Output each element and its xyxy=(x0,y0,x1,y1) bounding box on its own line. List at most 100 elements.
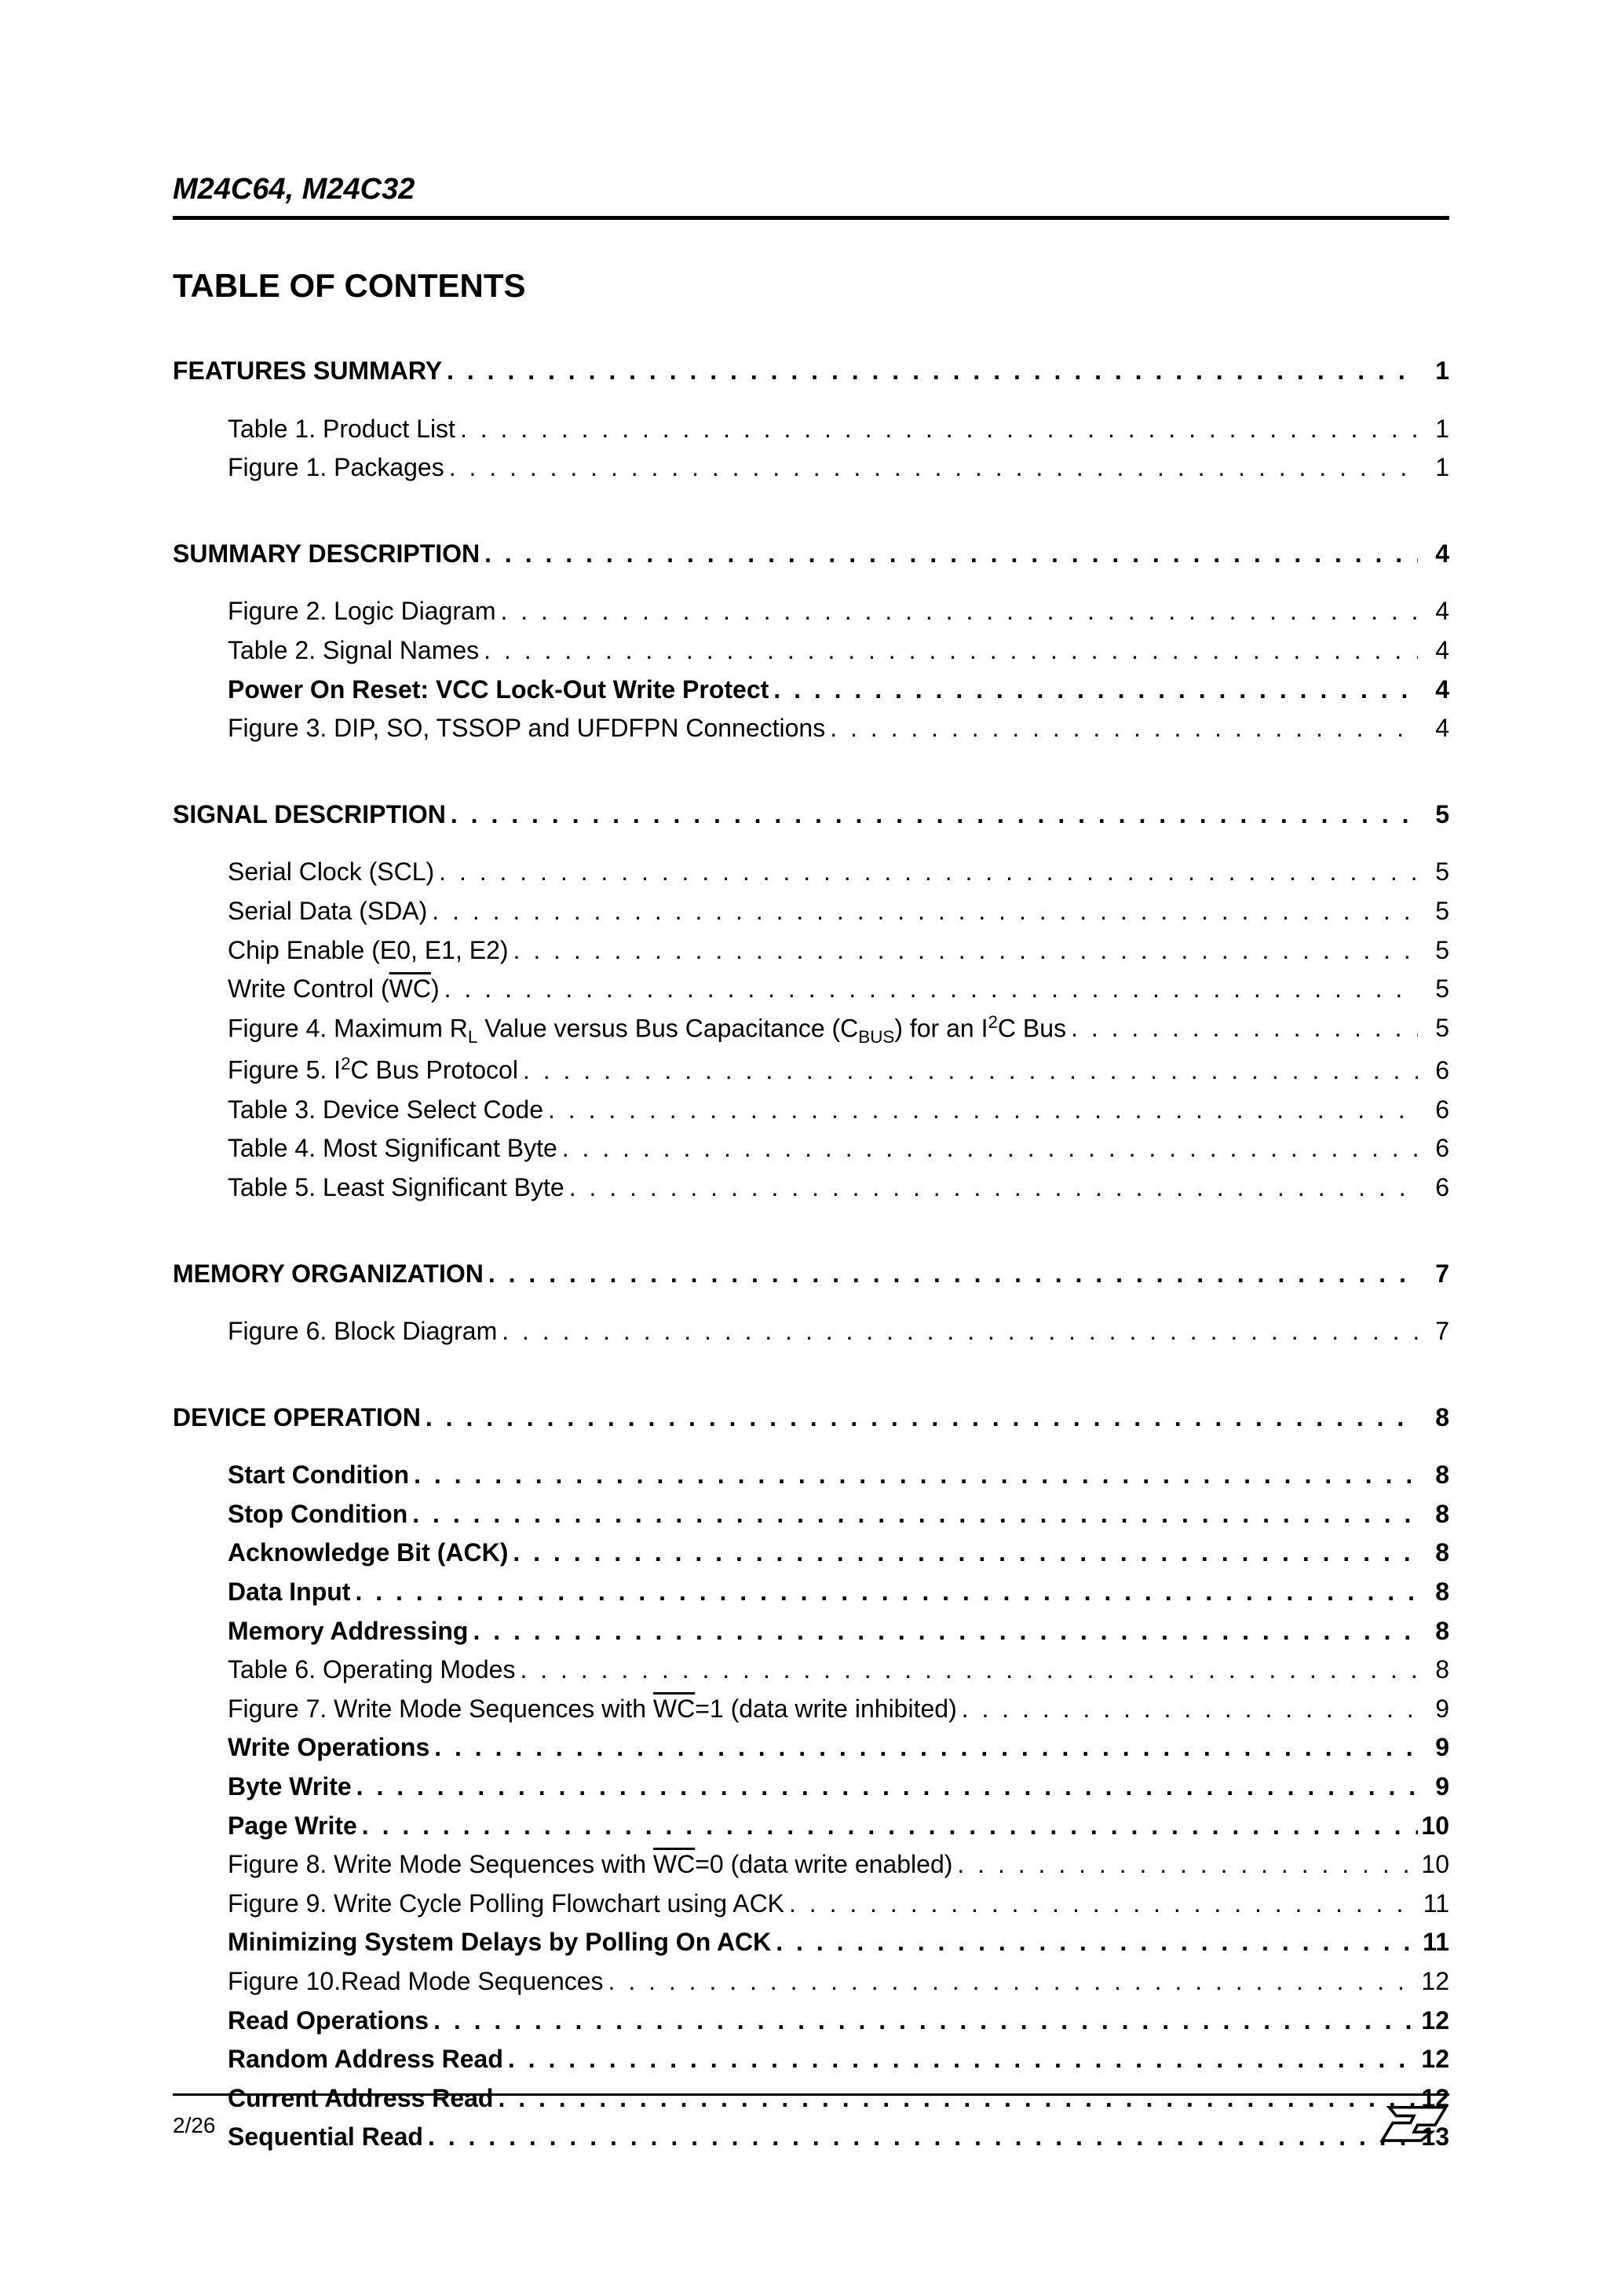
toc-page: 8 xyxy=(1418,1651,1449,1690)
toc-page: 1 xyxy=(1418,352,1449,391)
toc-page: 7 xyxy=(1418,1312,1449,1351)
page-number: 2/26 xyxy=(173,2113,216,2138)
toc-entry: Table 4. Most Significant Byte6 xyxy=(228,1129,1449,1168)
toc-page: 12 xyxy=(1418,2040,1449,2079)
toc-section: FEATURES SUMMARY1Table 1. Product List1F… xyxy=(173,352,1449,488)
toc-page: 6 xyxy=(1418,1129,1449,1168)
toc-section-title: SUMMARY DESCRIPTION4 xyxy=(173,535,1449,574)
toc-label: Figure 1. Packages xyxy=(228,448,444,488)
toc-page: 6 xyxy=(1418,1091,1449,1130)
toc-label: Figure 8. Write Mode Sequences with WC=0… xyxy=(228,1845,952,1885)
toc-label: Figure 2. Logic Diagram xyxy=(228,592,495,631)
toc-page: 4 xyxy=(1418,631,1449,671)
toc-page: 5 xyxy=(1418,892,1449,931)
toc-page: 4 xyxy=(1418,709,1449,748)
toc-leader-dots xyxy=(604,1962,1418,2002)
toc-leader-dots xyxy=(557,1129,1418,1168)
toc-label: Table 2. Signal Names xyxy=(228,631,479,671)
toc-leader-dots xyxy=(784,1885,1418,1924)
toc-entry: Figure 7. Write Mode Sequences with WC=1… xyxy=(228,1690,1449,1729)
toc-leader-dots xyxy=(518,1051,1418,1091)
toc-page: 8 xyxy=(1418,1612,1449,1651)
toc-page: 4 xyxy=(1418,592,1449,631)
table-of-contents: FEATURES SUMMARY1Table 1. Product List1F… xyxy=(173,352,1449,2157)
toc-leader-dots xyxy=(407,1495,1418,1534)
toc-page: 8 xyxy=(1418,1398,1449,1438)
toc-entry: Page Write10 xyxy=(228,1807,1449,1846)
toc-entry: Chip Enable (E0, E1, E2)5 xyxy=(228,931,1449,971)
toc-leader-dots xyxy=(957,1690,1418,1729)
toc-label: Table 1. Product List xyxy=(228,410,455,449)
toc-leader-dots xyxy=(952,1845,1418,1885)
toc-section: SUMMARY DESCRIPTION4 Figure 2. Logic Diag… xyxy=(173,535,1449,748)
toc-heading: TABLE OF CONTENTS xyxy=(173,267,1449,305)
toc-page: 12 xyxy=(1418,1962,1449,2002)
toc-section-title: FEATURES SUMMARY 1 xyxy=(173,352,1449,391)
toc-page: 5 xyxy=(1418,853,1449,892)
toc-label: Table 3. Device Select Code xyxy=(228,1091,543,1130)
toc-page: 12 xyxy=(1418,2002,1449,2041)
toc-entry: Figure 5. I2C Bus Protocol6 xyxy=(228,1051,1449,1090)
toc-label: Acknowledge Bit (ACK) xyxy=(228,1534,508,1573)
toc-label: Byte Write xyxy=(228,1768,352,1807)
toc-label: MEMORY ORGANIZATION xyxy=(173,1255,484,1294)
toc-label: FEATURES SUMMARY xyxy=(173,352,442,391)
toc-leader-dots xyxy=(508,1534,1418,1573)
toc-subitems: Serial Clock (SCL)5Serial Data (SDA)5Chi… xyxy=(173,853,1449,1207)
toc-leader-dots xyxy=(409,1456,1418,1495)
toc-page: 5 xyxy=(1418,1009,1449,1048)
toc-page: 9 xyxy=(1418,1728,1449,1768)
toc-page: 1 xyxy=(1418,448,1449,488)
toc-entry: Figure 1. Packages 1 xyxy=(228,448,1449,488)
toc-leader-dots xyxy=(825,709,1418,748)
toc-label: Figure 9. Write Cycle Polling Flowchart … xyxy=(228,1885,784,1924)
toc-entry: Figure 9. Write Cycle Polling Flowchart … xyxy=(228,1885,1449,1924)
toc-label: Write Control (WC) xyxy=(228,970,440,1009)
page: M24C64, M24C32 TABLE OF CONTENTS FEATURE… xyxy=(0,0,1622,2296)
toc-entry: Write Operations 9 xyxy=(228,1728,1449,1768)
toc-entry: Byte Write9 xyxy=(228,1768,1449,1807)
toc-subitems: Figure 6. Block Diagram7 xyxy=(173,1312,1449,1351)
toc-page: 6 xyxy=(1418,1051,1449,1091)
toc-page: 8 xyxy=(1418,1573,1449,1612)
toc-entry: Figure 6. Block Diagram7 xyxy=(228,1312,1449,1351)
toc-label: Figure 4. Maximum RL Value versus Bus Ca… xyxy=(228,1009,1066,1051)
toc-label: Data Input xyxy=(228,1573,350,1612)
toc-page: 5 xyxy=(1418,970,1449,1009)
toc-entry: Figure 8. Write Mode Sequences with WC=0… xyxy=(228,1845,1449,1885)
toc-label: Figure 10.Read Mode Sequences xyxy=(228,1962,604,2002)
toc-label: Memory Addressing xyxy=(228,1612,468,1651)
toc-section: SIGNAL DESCRIPTION5Serial Clock (SCL)5Se… xyxy=(173,795,1449,1208)
toc-page: 4 xyxy=(1418,535,1449,574)
toc-label: Start Condition xyxy=(228,1456,409,1495)
page-footer: 2/26 xyxy=(173,2093,1449,2147)
toc-page: 4 xyxy=(1418,671,1449,710)
toc-leader-dots xyxy=(427,892,1418,931)
toc-page: 8 xyxy=(1418,1534,1449,1573)
toc-leader-dots xyxy=(497,1312,1418,1351)
toc-page: 11 xyxy=(1418,1885,1449,1924)
toc-leader-dots xyxy=(444,448,1418,488)
toc-subitems: Figure 2. Logic Diagram4Table 2. Signal … xyxy=(173,592,1449,748)
toc-label: SIGNAL DESCRIPTION xyxy=(173,795,446,835)
toc-page: 5 xyxy=(1418,931,1449,971)
toc-subitems: Table 1. Product List1Figure 1. Packages… xyxy=(173,410,1449,488)
toc-label: Write Operations xyxy=(228,1728,429,1768)
toc-page: 6 xyxy=(1418,1168,1449,1208)
toc-entry: Memory Addressing 8 xyxy=(228,1612,1449,1651)
toc-entry: Serial Data (SDA)5 xyxy=(228,892,1449,931)
toc-label: Figure 3. DIP, SO, TSSOP and UFDFPN Conn… xyxy=(228,709,825,748)
toc-entry: Read Operations12 xyxy=(228,2002,1449,2041)
toc-leader-dots xyxy=(442,352,1418,391)
toc-entry: Figure 3. DIP, SO, TSSOP and UFDFPN Conn… xyxy=(228,709,1449,748)
toc-label: Table 6. Operating Modes xyxy=(228,1651,515,1690)
toc-entry: Write Control (WC) 5 xyxy=(228,970,1449,1009)
toc-page: 9 xyxy=(1418,1690,1449,1729)
toc-entry: Table 2. Signal Names 4 xyxy=(228,631,1449,671)
toc-section-title: DEVICE OPERATION8 xyxy=(173,1398,1449,1438)
st-logo-icon xyxy=(1379,2104,1449,2147)
toc-leader-dots xyxy=(564,1168,1418,1208)
toc-section-title: SIGNAL DESCRIPTION5 xyxy=(173,795,1449,835)
toc-label: Page Write xyxy=(228,1807,357,1846)
toc-leader-dots xyxy=(503,2040,1418,2079)
